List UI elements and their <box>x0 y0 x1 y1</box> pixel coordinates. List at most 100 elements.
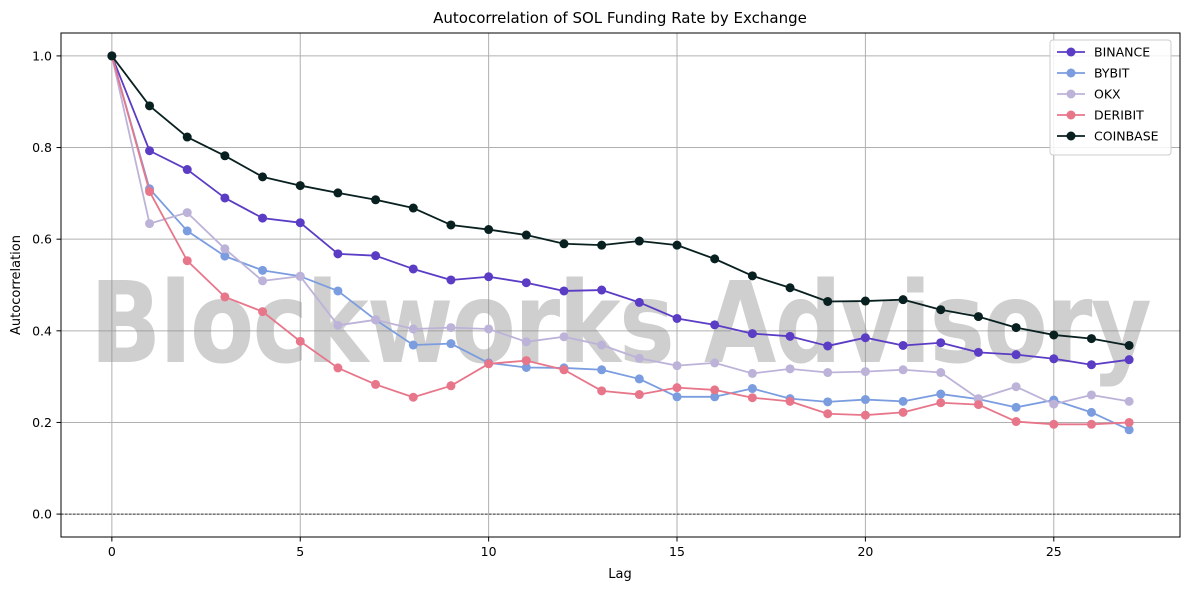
legend-marker <box>1066 131 1076 141</box>
data-point <box>823 341 833 351</box>
data-point <box>785 396 795 406</box>
data-point <box>1011 417 1021 427</box>
data-point <box>747 384 757 394</box>
data-point <box>371 315 381 325</box>
legend-marker <box>1066 47 1076 57</box>
data-point <box>634 390 644 400</box>
data-point <box>823 296 833 306</box>
data-point <box>333 249 343 259</box>
data-point <box>936 305 946 315</box>
data-point <box>823 397 833 407</box>
data-point <box>860 367 870 377</box>
data-point <box>446 323 456 333</box>
data-point <box>898 295 908 305</box>
chart-title: Autocorrelation of SOL Funding Rate by E… <box>433 9 807 27</box>
y-tick-label: 0.6 <box>32 232 52 247</box>
data-point <box>597 340 607 350</box>
series-lines <box>107 51 1134 435</box>
x-tick-label: 0 <box>108 544 116 559</box>
series-line-okx <box>110 55 1130 406</box>
data-point <box>484 225 494 235</box>
data-point <box>182 226 192 236</box>
legend-item-binance: BINANCE <box>1057 45 1150 60</box>
data-point <box>408 340 418 350</box>
data-point <box>1124 396 1134 406</box>
data-point <box>446 381 456 391</box>
data-point <box>1011 402 1021 412</box>
data-point <box>333 286 343 296</box>
data-point <box>295 336 305 346</box>
y-tick-label: 0.2 <box>32 415 52 430</box>
data-point <box>521 230 531 240</box>
data-point <box>559 332 569 342</box>
data-point <box>220 193 230 203</box>
watermark-text: Blockworks Advisory <box>90 259 1150 389</box>
legend-item-coinbase: COINBASE <box>1057 129 1159 144</box>
series-line-coinbase <box>111 55 1130 347</box>
data-point <box>823 368 833 378</box>
data-point <box>710 254 720 264</box>
data-point <box>1049 419 1059 429</box>
x-tick-label: 25 <box>1046 544 1062 559</box>
data-point <box>371 251 381 261</box>
data-point <box>446 220 456 230</box>
data-point <box>672 313 682 323</box>
data-point <box>1124 417 1134 427</box>
x-tick-label: 5 <box>296 544 304 559</box>
data-point <box>973 312 983 322</box>
watermark: Blockworks Advisory <box>90 259 1152 389</box>
data-point <box>898 365 908 375</box>
legend-marker <box>1066 89 1076 99</box>
data-point <box>258 172 268 182</box>
y-tick-label: 0.4 <box>32 323 52 338</box>
data-point <box>860 395 870 405</box>
data-point <box>1086 419 1096 429</box>
data-point <box>672 383 682 393</box>
data-point <box>597 285 607 295</box>
data-point <box>408 324 418 334</box>
data-point <box>785 283 795 293</box>
data-point <box>258 307 268 317</box>
data-point <box>823 409 833 419</box>
data-point <box>672 392 682 402</box>
data-point <box>1086 334 1096 344</box>
data-point <box>973 400 983 410</box>
data-point <box>747 368 757 378</box>
data-point <box>182 132 192 142</box>
x-tick-label: 10 <box>481 544 497 559</box>
data-point <box>559 365 569 375</box>
data-point <box>936 398 946 408</box>
data-point <box>145 146 155 156</box>
data-point <box>973 347 983 357</box>
data-point <box>672 240 682 250</box>
data-point <box>521 278 531 288</box>
data-point <box>484 324 494 334</box>
series-deribit <box>107 51 1134 429</box>
data-point <box>295 271 305 281</box>
data-point <box>860 296 870 306</box>
y-axis-ticks: 0.0 0.2 0.4 0.6 0.8 1.0 <box>32 48 61 522</box>
x-axis-label: Lag <box>608 567 631 582</box>
legend-label: DERIBIT <box>1094 108 1144 123</box>
data-point <box>145 101 155 111</box>
x-tick-label: 20 <box>857 544 873 559</box>
data-point <box>1124 355 1134 365</box>
data-point <box>559 239 569 249</box>
data-point <box>1011 323 1021 333</box>
data-point <box>597 386 607 396</box>
data-point <box>1086 390 1096 400</box>
data-point <box>747 271 757 281</box>
data-point <box>634 353 644 363</box>
data-point <box>710 320 720 330</box>
series-line-deribit <box>110 55 1130 426</box>
legend-label: BINANCE <box>1094 45 1150 60</box>
legend-item-okx: OKX <box>1057 87 1121 102</box>
y-tick-label: 0.8 <box>32 140 52 155</box>
data-point <box>898 396 908 406</box>
data-point <box>710 392 720 402</box>
data-point <box>634 297 644 307</box>
data-point <box>1011 350 1021 360</box>
data-point <box>107 51 117 61</box>
data-point <box>521 362 531 372</box>
data-point <box>898 340 908 350</box>
